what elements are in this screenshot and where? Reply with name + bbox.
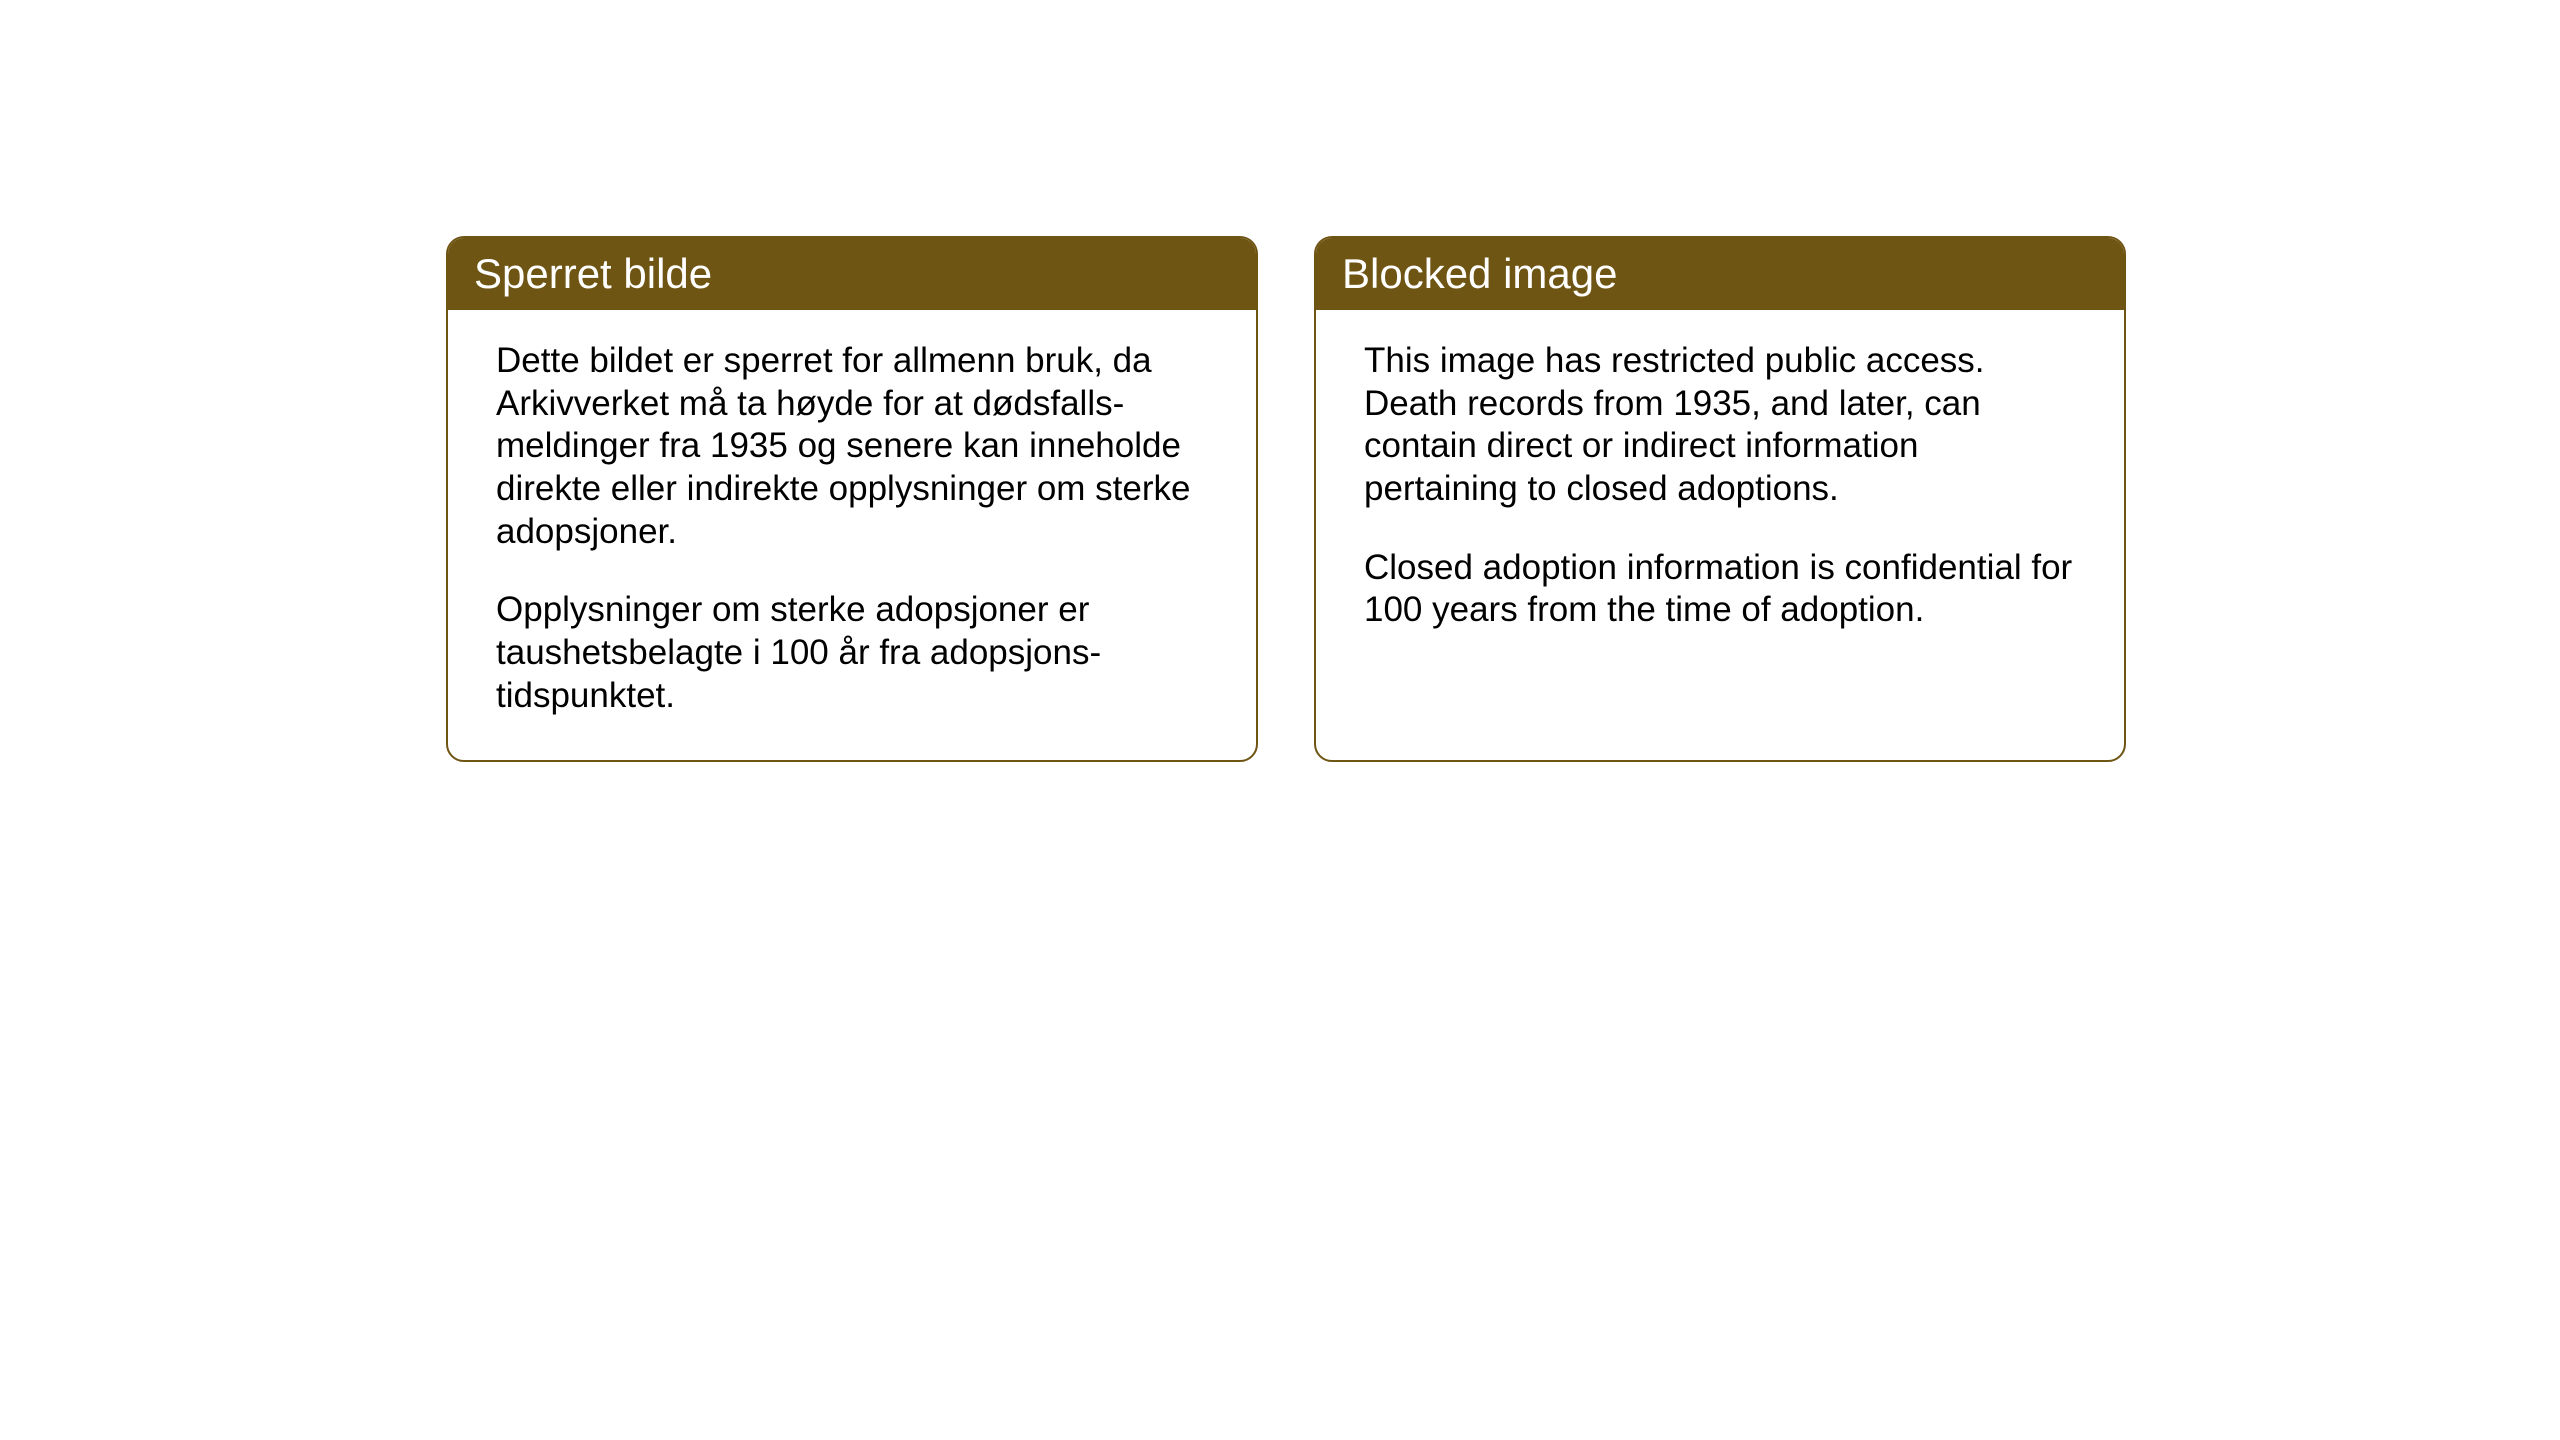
norwegian-notice-card: Sperret bilde Dette bildet er sperret fo… xyxy=(446,236,1258,762)
notice-container: Sperret bilde Dette bildet er sperret fo… xyxy=(446,236,2126,762)
english-paragraph-1: This image has restricted public access.… xyxy=(1364,340,2076,511)
english-card-body: This image has restricted public access.… xyxy=(1316,310,2124,674)
english-notice-card: Blocked image This image has restricted … xyxy=(1314,236,2126,762)
english-paragraph-2: Closed adoption information is confident… xyxy=(1364,547,2076,632)
norwegian-card-body: Dette bildet er sperret for allmenn bruk… xyxy=(448,310,1256,760)
norwegian-paragraph-2: Opplysninger om sterke adopsjoner er tau… xyxy=(496,589,1208,717)
norwegian-card-title: Sperret bilde xyxy=(448,238,1256,310)
norwegian-paragraph-1: Dette bildet er sperret for allmenn bruk… xyxy=(496,340,1208,553)
english-card-title: Blocked image xyxy=(1316,238,2124,310)
